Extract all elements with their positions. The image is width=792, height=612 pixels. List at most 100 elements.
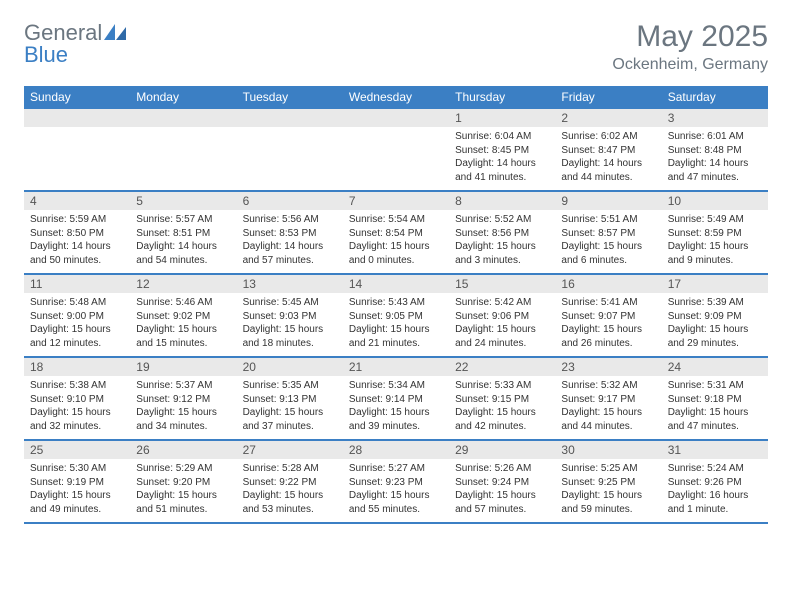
day-cell: 30Sunrise: 5:25 AMSunset: 9:25 PMDayligh… [555,441,661,522]
day-cell [24,109,130,190]
day-cell: 25Sunrise: 5:30 AMSunset: 9:19 PMDayligh… [24,441,130,522]
day-number: 25 [24,441,130,459]
day-number: 6 [237,192,343,210]
day-cell: 12Sunrise: 5:46 AMSunset: 9:02 PMDayligh… [130,275,236,356]
day-cell: 24Sunrise: 5:31 AMSunset: 9:18 PMDayligh… [662,358,768,439]
day-details: Sunrise: 5:41 AMSunset: 9:07 PMDaylight:… [555,293,661,356]
day-cell: 27Sunrise: 5:28 AMSunset: 9:22 PMDayligh… [237,441,343,522]
day-number [24,109,130,127]
weeks-container: 1Sunrise: 6:04 AMSunset: 8:45 PMDaylight… [24,108,768,524]
day-details: Sunrise: 5:43 AMSunset: 9:05 PMDaylight:… [343,293,449,356]
day-cell: 14Sunrise: 5:43 AMSunset: 9:05 PMDayligh… [343,275,449,356]
calendar: SundayMondayTuesdayWednesdayThursdayFrid… [24,86,768,524]
logo-sail-icon [104,20,126,46]
weekday-header: Wednesday [343,86,449,108]
day-details: Sunrise: 5:32 AMSunset: 9:17 PMDaylight:… [555,376,661,439]
day-details: Sunrise: 5:24 AMSunset: 9:26 PMDaylight:… [662,459,768,522]
day-number [343,109,449,127]
day-details: Sunrise: 5:26 AMSunset: 9:24 PMDaylight:… [449,459,555,522]
day-number: 8 [449,192,555,210]
day-details: Sunrise: 5:51 AMSunset: 8:57 PMDaylight:… [555,210,661,273]
day-cell: 20Sunrise: 5:35 AMSunset: 9:13 PMDayligh… [237,358,343,439]
day-cell [237,109,343,190]
day-cell: 8Sunrise: 5:52 AMSunset: 8:56 PMDaylight… [449,192,555,273]
day-number: 3 [662,109,768,127]
day-number: 22 [449,358,555,376]
weekday-header: Monday [130,86,236,108]
day-details: Sunrise: 5:42 AMSunset: 9:06 PMDaylight:… [449,293,555,356]
day-details: Sunrise: 6:02 AMSunset: 8:47 PMDaylight:… [555,127,661,190]
weekday-header: Sunday [24,86,130,108]
day-details: Sunrise: 5:28 AMSunset: 9:22 PMDaylight:… [237,459,343,522]
week-row: 18Sunrise: 5:38 AMSunset: 9:10 PMDayligh… [24,358,768,441]
day-details: Sunrise: 5:46 AMSunset: 9:02 PMDaylight:… [130,293,236,356]
day-details: Sunrise: 5:27 AMSunset: 9:23 PMDaylight:… [343,459,449,522]
day-number: 4 [24,192,130,210]
day-number: 23 [555,358,661,376]
day-cell: 5Sunrise: 5:57 AMSunset: 8:51 PMDaylight… [130,192,236,273]
week-row: 4Sunrise: 5:59 AMSunset: 8:50 PMDaylight… [24,192,768,275]
day-details: Sunrise: 5:25 AMSunset: 9:25 PMDaylight:… [555,459,661,522]
day-number [237,109,343,127]
title-block: May 2025 Ockenheim, Germany [612,20,768,74]
day-details: Sunrise: 5:49 AMSunset: 8:59 PMDaylight:… [662,210,768,273]
day-details: Sunrise: 5:33 AMSunset: 9:15 PMDaylight:… [449,376,555,439]
day-number: 17 [662,275,768,293]
day-number: 5 [130,192,236,210]
day-number: 27 [237,441,343,459]
day-details: Sunrise: 5:52 AMSunset: 8:56 PMDaylight:… [449,210,555,273]
day-details: Sunrise: 5:34 AMSunset: 9:14 PMDaylight:… [343,376,449,439]
day-cell: 16Sunrise: 5:41 AMSunset: 9:07 PMDayligh… [555,275,661,356]
month-title: May 2025 [612,20,768,54]
day-cell: 19Sunrise: 5:37 AMSunset: 9:12 PMDayligh… [130,358,236,439]
day-cell: 31Sunrise: 5:24 AMSunset: 9:26 PMDayligh… [662,441,768,522]
day-cell: 23Sunrise: 5:32 AMSunset: 9:17 PMDayligh… [555,358,661,439]
day-details: Sunrise: 5:54 AMSunset: 8:54 PMDaylight:… [343,210,449,273]
day-details: Sunrise: 6:01 AMSunset: 8:48 PMDaylight:… [662,127,768,190]
logo-text-2: Blue [24,42,68,68]
day-cell: 29Sunrise: 5:26 AMSunset: 9:24 PMDayligh… [449,441,555,522]
day-details: Sunrise: 5:35 AMSunset: 9:13 PMDaylight:… [237,376,343,439]
day-details: Sunrise: 6:04 AMSunset: 8:45 PMDaylight:… [449,127,555,190]
day-details: Sunrise: 5:39 AMSunset: 9:09 PMDaylight:… [662,293,768,356]
day-cell: 13Sunrise: 5:45 AMSunset: 9:03 PMDayligh… [237,275,343,356]
weekday-header: Tuesday [237,86,343,108]
weekday-header-row: SundayMondayTuesdayWednesdayThursdayFrid… [24,86,768,108]
day-cell: 3Sunrise: 6:01 AMSunset: 8:48 PMDaylight… [662,109,768,190]
week-row: 11Sunrise: 5:48 AMSunset: 9:00 PMDayligh… [24,275,768,358]
weekday-header: Friday [555,86,661,108]
day-number: 21 [343,358,449,376]
day-number: 26 [130,441,236,459]
weekday-header: Saturday [662,86,768,108]
day-number: 7 [343,192,449,210]
page-header: General May 2025 Ockenheim, Germany [24,20,768,74]
day-cell: 17Sunrise: 5:39 AMSunset: 9:09 PMDayligh… [662,275,768,356]
day-number: 15 [449,275,555,293]
day-number: 16 [555,275,661,293]
day-cell: 6Sunrise: 5:56 AMSunset: 8:53 PMDaylight… [237,192,343,273]
day-number: 13 [237,275,343,293]
day-number: 29 [449,441,555,459]
location: Ockenheim, Germany [612,56,768,74]
day-number: 19 [130,358,236,376]
day-number: 28 [343,441,449,459]
day-details: Sunrise: 5:31 AMSunset: 9:18 PMDaylight:… [662,376,768,439]
day-number: 9 [555,192,661,210]
day-number: 18 [24,358,130,376]
day-number: 24 [662,358,768,376]
day-details: Sunrise: 5:56 AMSunset: 8:53 PMDaylight:… [237,210,343,273]
day-number: 30 [555,441,661,459]
day-cell: 10Sunrise: 5:49 AMSunset: 8:59 PMDayligh… [662,192,768,273]
day-cell: 7Sunrise: 5:54 AMSunset: 8:54 PMDaylight… [343,192,449,273]
day-details: Sunrise: 5:45 AMSunset: 9:03 PMDaylight:… [237,293,343,356]
day-cell: 28Sunrise: 5:27 AMSunset: 9:23 PMDayligh… [343,441,449,522]
day-details: Sunrise: 5:37 AMSunset: 9:12 PMDaylight:… [130,376,236,439]
day-number: 14 [343,275,449,293]
day-number: 11 [24,275,130,293]
day-details: Sunrise: 5:48 AMSunset: 9:00 PMDaylight:… [24,293,130,356]
calendar-page: General May 2025 Ockenheim, Germany Blue… [0,0,792,544]
day-number: 12 [130,275,236,293]
day-cell: 9Sunrise: 5:51 AMSunset: 8:57 PMDaylight… [555,192,661,273]
day-number: 20 [237,358,343,376]
weekday-header: Thursday [449,86,555,108]
